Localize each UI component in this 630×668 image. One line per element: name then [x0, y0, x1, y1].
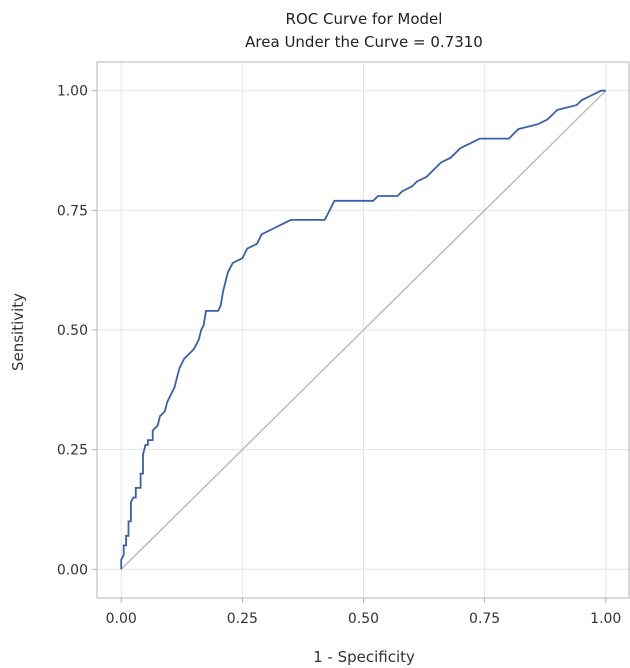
x-axis-title: 1 - Specificity — [313, 648, 415, 666]
y-tick-label: 0.25 — [57, 443, 88, 459]
chart-title: ROC Curve for Model — [286, 10, 443, 28]
y-tick-label: 0.75 — [57, 203, 88, 219]
y-axis-title: Sensitivity — [9, 293, 27, 371]
grid-lines — [97, 62, 630, 598]
y-tick-group: 0.00 0.25 0.50 0.75 1.00 — [57, 84, 97, 578]
y-tick-label: 1.00 — [57, 84, 88, 100]
x-tick-label: 0.25 — [227, 611, 258, 627]
chart-subtitle: Area Under the Curve = 0.7310 — [245, 33, 483, 51]
roc-curve-line — [120, 89, 606, 570]
reference-diagonal — [120, 90, 607, 570]
roc-curve-group — [120, 89, 606, 570]
x-tick-label: 0.75 — [469, 611, 500, 627]
y-tick-label: 0.50 — [57, 323, 88, 339]
x-tick-label: 0.50 — [348, 611, 379, 627]
x-tick-label: 1.00 — [590, 611, 621, 627]
y-tick-label: 0.00 — [57, 562, 88, 578]
x-tick-label: 0.00 — [106, 611, 137, 627]
x-tick-group: 0.00 0.25 0.50 0.75 1.00 — [106, 598, 621, 627]
reference-diagonal-group — [120, 90, 607, 570]
